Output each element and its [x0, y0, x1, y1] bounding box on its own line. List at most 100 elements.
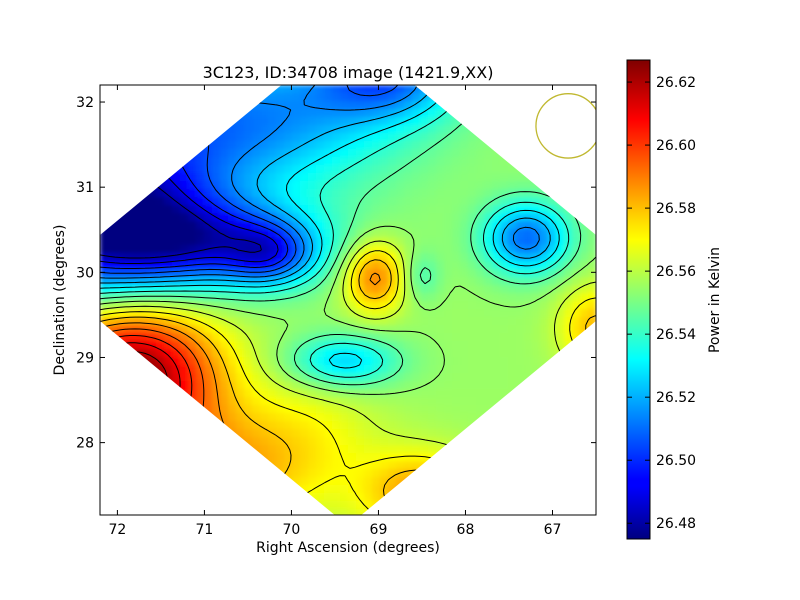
heatmap-cell-819 — [204, 189, 213, 198]
heatmap-cell-2114 — [148, 357, 157, 366]
heatmap-cell-2572 — [340, 413, 349, 422]
heatmap-cell-851 — [460, 189, 469, 198]
heatmap-cell-1546 — [564, 277, 573, 286]
heatmap-cell-2510 — [340, 405, 349, 414]
heatmap-cell-1228 — [500, 237, 509, 246]
heatmap-cell-1076 — [276, 221, 285, 230]
heatmap-cell-539 — [444, 149, 453, 158]
heatmap-cell-3065 — [316, 477, 325, 486]
heatmap-cell-2329 — [380, 381, 389, 390]
heatmap-cell-1353 — [508, 253, 517, 262]
heatmap-cell-598 — [420, 157, 429, 166]
heatmap-cell-35 — [380, 85, 389, 94]
heatmap-cell-30 — [340, 85, 349, 94]
heatmap-cell-785 — [428, 181, 437, 190]
heatmap-cell-758 — [212, 181, 221, 190]
heatmap-cell-2622 — [244, 421, 253, 430]
heatmap-cell-2507 — [316, 405, 325, 414]
heatmap-cell-29 — [332, 85, 341, 94]
heatmap-cell-1881 — [268, 325, 277, 334]
heatmap-cell-227 — [428, 109, 437, 118]
heatmap-cell-1992 — [164, 341, 173, 350]
heatmap-cell-1063 — [172, 221, 181, 230]
heatmap-cell-662 — [436, 165, 445, 174]
heatmap-cell-1903 — [444, 325, 453, 334]
heatmap-cell-1599 — [492, 285, 501, 294]
heatmap-cell-791 — [476, 181, 485, 190]
heatmap-cell-587 — [332, 157, 341, 166]
heatmap-cell-418 — [468, 133, 477, 142]
heatmap-cell-1568 — [244, 285, 253, 294]
heatmap-cell-2143 — [380, 357, 389, 366]
heatmap-cell-534 — [404, 149, 413, 158]
heatmap-cell-1409 — [460, 261, 469, 270]
heatmap-cell-2177 — [156, 365, 165, 374]
heatmap-cell-1246 — [148, 245, 157, 254]
heatmap-cell-1768 — [356, 309, 365, 318]
heatmap-cell-3193 — [348, 493, 357, 502]
heatmap-cell-2267 — [380, 373, 389, 382]
heatmap-cell-27 — [316, 85, 325, 94]
heatmap-cell-2517 — [396, 405, 405, 414]
heatmap-cell-914 — [468, 197, 477, 206]
heatmap-cell-1522 — [372, 277, 381, 286]
heatmap-cell-1343 — [428, 253, 437, 262]
heatmap-cell-530 — [372, 149, 381, 158]
heatmap-cell-1441 — [220, 269, 229, 278]
heatmap-cell-3134 — [372, 485, 381, 494]
heatmap-cell-1788 — [516, 309, 525, 318]
heatmap-cell-940 — [180, 205, 189, 214]
heatmap-cell-2443 — [300, 397, 309, 406]
heatmap-cell-584 — [308, 157, 317, 166]
heatmap-cell-2506 — [308, 405, 317, 414]
heatmap-cell-783 — [412, 181, 421, 190]
heatmap-cell-2039 — [540, 341, 549, 350]
heatmap-cell-2090 — [452, 349, 461, 358]
heatmap-cell-2405 — [492, 389, 501, 398]
heatmap-cell-2519 — [412, 405, 421, 414]
heatmap-cell-636 — [228, 165, 237, 174]
heatmap-cell-2084 — [404, 349, 413, 358]
heatmap-cell-760 — [228, 181, 237, 190]
heatmap-cell-860 — [532, 189, 541, 198]
heatmap-cell-937 — [156, 205, 165, 214]
heatmap-cell-669 — [492, 165, 501, 174]
heatmap-cell-998 — [148, 213, 157, 222]
heatmap-cell-1276 — [388, 245, 397, 254]
heatmap-cell-770 — [308, 181, 317, 190]
heatmap-cell-3316 — [340, 509, 349, 515]
heatmap-cell-586 — [324, 157, 333, 166]
heatmap-cell-2191 — [268, 365, 277, 374]
heatmap-cell-2151 — [444, 357, 453, 366]
heatmap-cell-670 — [500, 165, 509, 174]
heatmap-cell-2521 — [428, 405, 437, 414]
heatmap-cell-2375 — [252, 389, 261, 398]
heatmap-cell-337 — [316, 125, 325, 134]
heatmap-cell-1761 — [300, 309, 309, 318]
heatmap-cell-1827 — [332, 317, 341, 326]
heatmap-cell-905 — [396, 197, 405, 206]
heatmap-cell-1198 — [260, 237, 269, 246]
heatmap-cell-2588 — [468, 413, 477, 422]
heatmap-cell-1386 — [276, 261, 285, 270]
heatmap-cell-2523 — [444, 405, 453, 414]
heatmap-cell-907 — [412, 197, 421, 206]
heatmap-cell-212 — [308, 109, 317, 118]
heatmap-cell-1101 — [476, 221, 485, 230]
heatmap-cell-1423 — [572, 261, 581, 270]
heatmap-cell-1091 — [396, 221, 405, 230]
heatmap-cell-2457 — [412, 397, 421, 406]
heatmap-cell-2155 — [476, 357, 485, 366]
heatmap-cell-1083 — [332, 221, 341, 230]
heatmap-cell-96 — [372, 93, 381, 102]
heatmap-cell-543 — [476, 149, 485, 158]
heatmap-cell-270 — [276, 117, 285, 126]
heatmap-cell-1700 — [308, 301, 317, 310]
heatmap-cell-777 — [364, 181, 373, 190]
heatmap-cell-1789 — [524, 309, 533, 318]
heatmap-cell-1661 — [492, 293, 501, 302]
heatmap-cell-151 — [316, 101, 325, 110]
heatmap-cell-1529 — [428, 277, 437, 286]
heatmap-cell-1539 — [508, 277, 517, 286]
heatmap-cell-916 — [484, 197, 493, 206]
